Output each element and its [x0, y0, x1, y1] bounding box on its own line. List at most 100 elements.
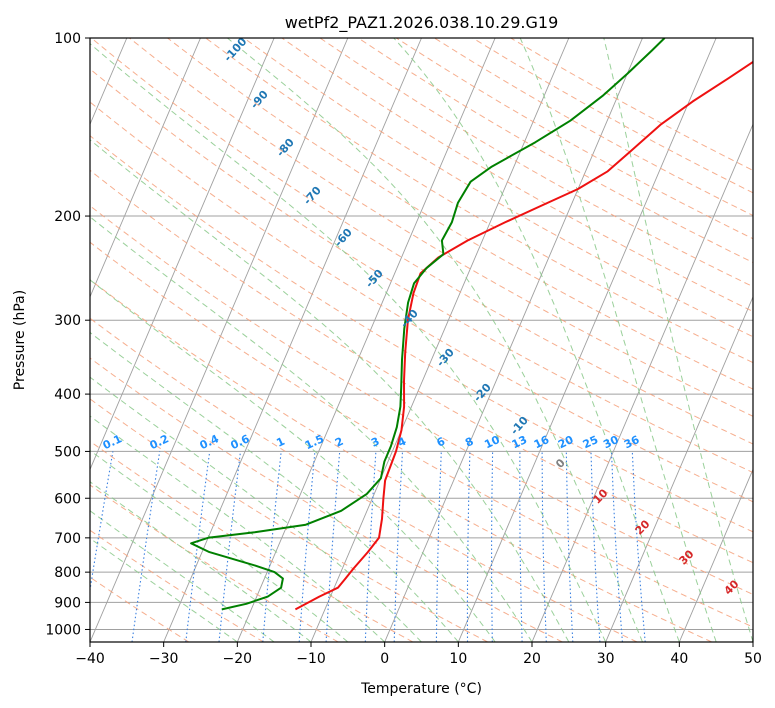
x-tick-label: −40 — [75, 651, 105, 667]
mixing-ratio-label: 10 — [482, 433, 502, 451]
isotherm-label: -50 — [363, 267, 386, 291]
x-tick-label: −20 — [223, 651, 253, 667]
mixing-ratio-line — [519, 451, 523, 642]
moist-adiabat-label: 0 — [553, 456, 568, 471]
mixing-ratio-line — [131, 451, 161, 642]
mixing-ratio-label: 0.4 — [198, 432, 221, 452]
isotherm-line — [163, 38, 422, 642]
y-tick-label: 400 — [54, 387, 81, 403]
y-axis-title: Pressure (hPa) — [12, 290, 28, 390]
mixing-ratio-label: 36 — [622, 433, 642, 451]
mixing-ratio-line — [631, 451, 646, 642]
dry-adiabat-line — [90, 101, 753, 503]
y-tick-label: 300 — [54, 313, 81, 329]
moist-adiabat-line — [90, 331, 459, 642]
isotherm-label: -30 — [434, 346, 457, 370]
y-tick-label: 200 — [54, 209, 81, 225]
mixing-ratio-line — [90, 451, 114, 594]
mixing-ratio-label: 8 — [463, 435, 475, 450]
dry-adiabat-line — [90, 135, 753, 533]
moist-adiabat-line — [603, 38, 753, 642]
mixing-ratio-label: 0.2 — [148, 432, 171, 452]
plot-background-lines — [90, 38, 753, 642]
x-tick-label: 20 — [523, 651, 541, 667]
moist-adiabat-line — [90, 510, 275, 642]
dry-adiabat-line — [90, 38, 753, 445]
moist-adiabat-line — [90, 42, 607, 642]
dry-adiabat-line — [90, 357, 563, 642]
plot-series — [190, 38, 753, 611]
mixing-ratio-label: 20 — [556, 433, 576, 451]
isotherm-line — [90, 38, 201, 299]
y-tick-label: 600 — [54, 491, 81, 507]
x-axis-title: Temperature (°C) — [360, 681, 482, 697]
y-tick-label: 1000 — [45, 622, 81, 638]
moist-adiabat-line — [90, 376, 422, 642]
dewpoint-profile-line — [190, 38, 666, 611]
mixing-ratio-line — [541, 451, 547, 642]
mixing-ratio-line — [466, 451, 471, 642]
dry-adiabat-line — [90, 398, 488, 642]
isotherm-line — [90, 38, 275, 471]
mixing-ratio-label: 30 — [601, 433, 621, 451]
isotherm-line — [236, 38, 496, 642]
isotherm-label: -80 — [274, 136, 297, 160]
x-tick-label: 30 — [597, 651, 615, 667]
moist-adiabat-line — [90, 279, 496, 642]
mixing-ratio-label: 1.5 — [303, 432, 326, 452]
mixing-ratio-line — [393, 451, 404, 642]
moist-adiabat-line — [90, 481, 312, 642]
mixing-ratio-line — [325, 451, 341, 642]
moist-adiabat-label: 10 — [591, 486, 611, 506]
moist-adiabat-line — [90, 537, 238, 642]
moist-adiabat-line — [90, 449, 349, 642]
chart-title: wetPf2_PAZ1.2026.038.10.29.G19 — [285, 13, 559, 33]
moist-adiabat-line — [227, 38, 643, 642]
dry-adiabat-line — [357, 38, 753, 264]
isotherm-line — [678, 468, 753, 642]
moist-adiabat-line — [90, 139, 570, 642]
dry-adiabat-line — [90, 576, 190, 642]
mixing-ratio-line — [364, 451, 377, 642]
mixing-ratio-line — [262, 451, 282, 642]
x-tick-label: 0 — [380, 651, 389, 667]
x-tick-label: 40 — [670, 651, 688, 667]
mixing-ratio-line — [590, 451, 601, 642]
moist-adiabat-label: 20 — [633, 517, 653, 537]
mixing-ratio-label: 13 — [510, 433, 529, 451]
isotherm-line — [752, 640, 753, 642]
moist-adiabat-line — [90, 415, 386, 642]
mixing-ratio-label: 6 — [435, 435, 448, 450]
mixing-ratio-line — [298, 451, 316, 642]
isotherm-line — [605, 295, 753, 642]
x-tick-label: −10 — [296, 651, 326, 667]
dry-adiabat-line — [90, 241, 753, 628]
dry-adiabat-line — [243, 38, 753, 338]
isotherm-label: -60 — [332, 226, 355, 250]
mixing-ratio-label: 25 — [581, 433, 600, 451]
dry-adiabat-line — [90, 484, 339, 642]
y-tick-label: 700 — [54, 531, 81, 547]
isotherm-label: -70 — [301, 184, 324, 208]
dry-adiabat-line — [434, 38, 753, 217]
moist-adiabat-line — [90, 216, 533, 642]
isotherm-label: -10 — [508, 414, 531, 438]
isotherm-line — [90, 38, 349, 642]
isotherm-line — [457, 38, 717, 642]
mixing-ratio-label: 3 — [369, 435, 381, 450]
dry-adiabat-line — [281, 38, 753, 313]
mixing-ratio-label: 16 — [532, 433, 552, 451]
dry-adiabat-line — [129, 38, 753, 417]
dry-adiabat-line — [90, 279, 712, 642]
moist-adiabat-line — [519, 38, 717, 642]
dry-adiabat-line — [90, 205, 753, 595]
isotherm-label: -40 — [398, 307, 421, 331]
isotherm-line — [531, 123, 753, 642]
y-tick-label: 100 — [54, 31, 81, 47]
x-tick-label: 50 — [744, 651, 762, 667]
dry-adiabat-line — [90, 169, 753, 564]
mixing-ratio-line — [610, 451, 623, 642]
mixing-ratio-line — [491, 451, 494, 642]
